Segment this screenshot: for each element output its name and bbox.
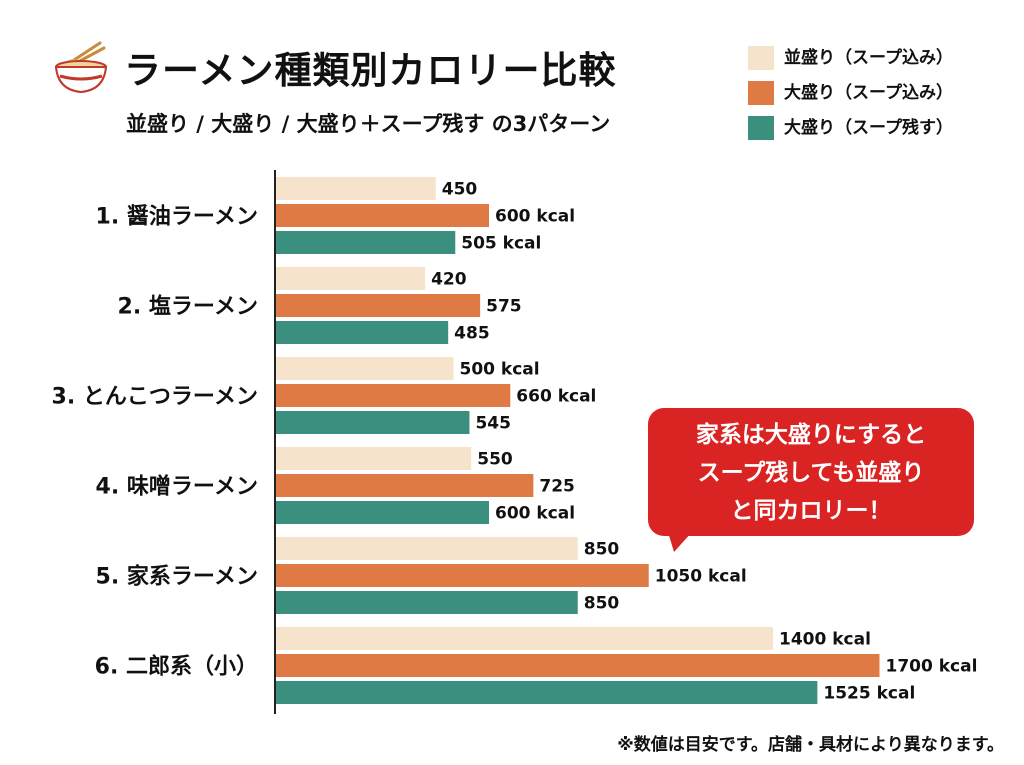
bar (276, 501, 489, 524)
data-label: 420 (431, 270, 467, 290)
data-label: 660 kcal (516, 387, 596, 407)
category-label: 2. 塩ラーメン (118, 294, 258, 320)
callout-line: スープ残しても並盛り (697, 460, 925, 486)
data-label: 600 kcal (495, 207, 575, 227)
data-label: 850 (584, 594, 620, 614)
category-label: 6. 二郎系（小） (95, 654, 258, 680)
bar (276, 357, 454, 380)
data-label: 850 (584, 540, 620, 560)
category-label: 3. とんこつラーメン (52, 385, 258, 410)
data-label: 1525 kcal (823, 684, 915, 704)
legend-label: 大盛り（スープ込み） (784, 83, 953, 103)
page-title: ラーメン種類別カロリー比較 (124, 49, 617, 92)
data-label: 550 (477, 450, 513, 470)
legend-swatch (748, 116, 774, 140)
bar (276, 474, 534, 497)
data-label: 575 (486, 297, 522, 317)
bar (276, 231, 456, 254)
ramen-bowl-icon (54, 41, 108, 94)
callout-line: と同カロリー！ (730, 498, 892, 524)
data-label: 1400 kcal (779, 630, 871, 650)
bar (276, 411, 470, 434)
callout-bubble: 家系は大盛りにすると スープ残しても並盛り と同カロリー！ (648, 408, 974, 536)
callout-tail (668, 532, 692, 552)
callout-line: 家系は大盛りにすると (695, 422, 927, 448)
data-label: 600 kcal (495, 504, 575, 524)
data-label: 505 kcal (461, 234, 541, 254)
data-label: 500 kcal (460, 360, 540, 380)
category-label: 5. 家系ラーメン (96, 564, 258, 590)
data-label: 1700 kcal (886, 657, 978, 677)
bar (276, 321, 449, 344)
bar (276, 681, 818, 704)
bar (276, 177, 436, 200)
page-subtitle: 並盛り / 大盛り / 大盛り＋スープ残す の3パターン (126, 112, 611, 136)
bar (276, 384, 511, 407)
legend-swatch (748, 46, 774, 70)
bar (276, 537, 578, 560)
footnote: ※数値は目安です。店舗・具材により異なります。 (617, 735, 1004, 755)
bar (276, 627, 773, 650)
bar (276, 294, 481, 317)
bar (276, 564, 649, 587)
legend-swatch (748, 81, 774, 105)
bar (276, 204, 489, 227)
category-label: 4. 味噌ラーメン (96, 474, 258, 500)
bar (276, 591, 578, 614)
legend-label: 大盛り（スープ残す） (784, 118, 953, 138)
data-label: 485 (454, 324, 490, 344)
data-label: 1050 kcal (655, 567, 747, 587)
bar (276, 654, 880, 677)
data-label: 545 (475, 414, 511, 434)
data-label: 725 (539, 477, 575, 497)
data-label: 450 (442, 180, 478, 200)
bar (276, 447, 472, 470)
legend-label: 並盛り（スープ込み） (784, 48, 953, 68)
category-label: 1. 醤油ラーメン (96, 205, 258, 230)
bar (276, 267, 426, 290)
